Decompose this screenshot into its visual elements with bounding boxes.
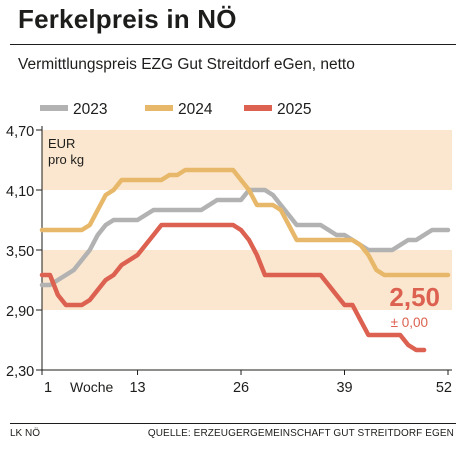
price-bands — [42, 130, 452, 310]
series-line-2024 — [39, 167, 451, 278]
x-axis-label: Woche — [70, 379, 114, 395]
page-subtitle: Vermittlungspreis EZG Gut Streitdorf eGe… — [18, 56, 355, 73]
chart-legend: 2023 2024 2025 — [40, 101, 311, 118]
x-tick-label: 1 — [44, 380, 52, 396]
footer-divider — [10, 423, 456, 424]
x-tick-label: 26 — [233, 380, 249, 396]
legend-label: 2025 — [277, 101, 311, 118]
price-line-chart: 2023 2024 2025 4,70 4,10 3,50 2,90 2,30 EURpro … — [6, 101, 452, 396]
y-tick-label: 2,30 — [6, 364, 34, 380]
footer-credit: LK NÖ — [10, 428, 41, 439]
band-0 — [42, 130, 452, 190]
page-title: Ferkelpreis in NÖ — [18, 4, 237, 34]
legend-label: 2024 — [178, 101, 213, 118]
band-1 — [42, 250, 452, 310]
y-tick-label: 4,10 — [6, 184, 34, 200]
x-tick-label: 39 — [336, 380, 352, 396]
legend-label: 2023 — [73, 101, 107, 118]
title-divider — [10, 44, 456, 45]
footer-source: QUELLE: ERZEUGERGEMEINSCHAFT GUT STREITD… — [147, 428, 454, 439]
unit-label: pro kg — [48, 152, 84, 167]
x-tick-label: 52 — [436, 380, 452, 396]
series-lines — [39, 167, 451, 353]
latest-value: 2,50 — [389, 282, 440, 312]
series-line-2023 — [39, 187, 451, 288]
x-tick-label: 13 — [129, 380, 145, 396]
y-tick-label: 2,90 — [6, 304, 34, 320]
unit-label: EUR — [48, 136, 75, 151]
y-tick-label: 3,50 — [6, 244, 34, 260]
series-line-2025 — [39, 222, 427, 353]
x-axis: 1 13 26 39 52 Woche — [38, 369, 452, 396]
latest-value-annotation: 2,50 ± 0,00 — [389, 282, 440, 330]
y-tick-label: 4,70 — [6, 124, 34, 140]
latest-change: ± 0,00 — [391, 315, 428, 330]
